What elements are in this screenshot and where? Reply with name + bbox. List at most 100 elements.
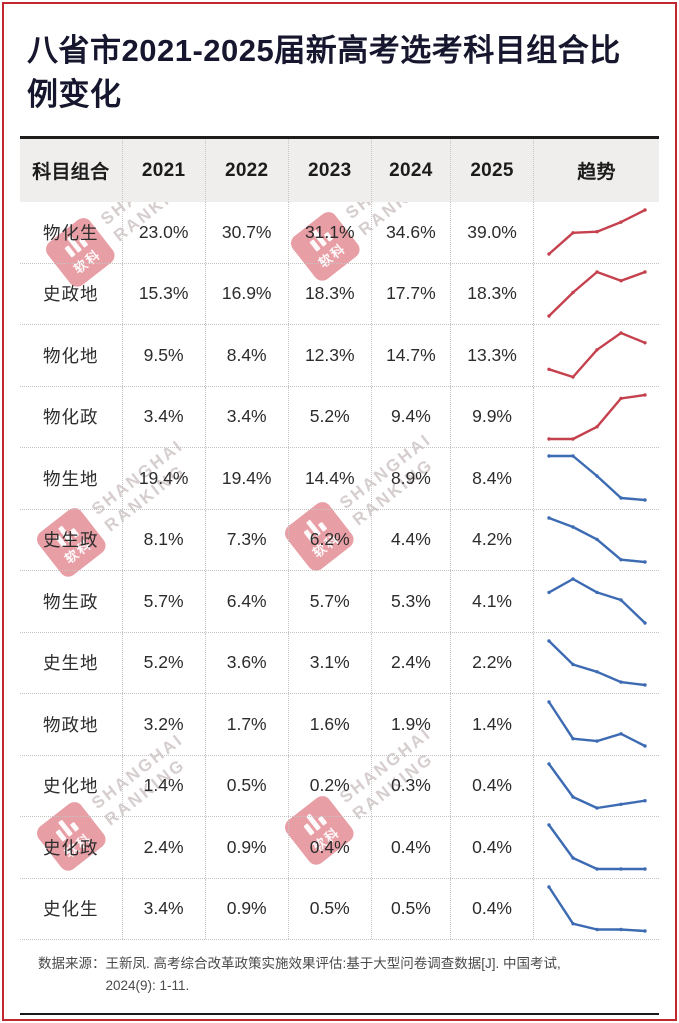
- percent-value: 3.4%: [121, 878, 205, 940]
- percent-value: 1.9%: [370, 694, 450, 755]
- data-source-footer: 数据来源： 王新凤. 高考综合改革政策实施效果评估:基于大型问卷调查数据[J].…: [20, 940, 659, 1015]
- percent-value: 30.7%: [204, 202, 288, 263]
- percent-value: 5.2%: [121, 632, 205, 694]
- percent-value: 1.6%: [287, 694, 371, 755]
- subject-combo-label: 史化生: [43, 899, 99, 920]
- table-row: 史化生 3.4% 0.9% 0.5% 0.5% 0.4%: [20, 878, 659, 941]
- percent-value: 0.2%: [287, 755, 371, 817]
- table-row: 史生地 5.2% 3.6% 3.1% 2.4% 2.2%: [20, 632, 659, 695]
- percent-value: 6.4%: [204, 571, 288, 632]
- subject-combo-label: 物化地: [43, 345, 99, 366]
- percent-value: 5.3%: [370, 571, 450, 632]
- percent-value: 31.1%: [287, 202, 371, 263]
- table-row: 物生政 5.7% 6.4% 5.7% 5.3% 4.1%: [20, 571, 659, 633]
- percent-value: 5.2%: [287, 386, 371, 448]
- percent-value: 23.0%: [121, 202, 205, 263]
- percent-value: 0.4%: [450, 878, 533, 940]
- data-source-citation: 王新凤. 高考综合改革政策实施效果评估:基于大型问卷调查数据[J]. 中国考试,…: [106, 953, 652, 998]
- percent-value: 0.4%: [287, 817, 371, 878]
- subject-combo-label: 物化生: [43, 222, 99, 243]
- percent-value: 8.4%: [450, 448, 533, 509]
- trend-sparkline: [533, 448, 659, 509]
- table-body: 物化生 23.0% 30.7% 31.1% 34.6% 39.0% 史政地 15.3% 16.9…: [20, 202, 659, 941]
- percent-value: 3.2%: [121, 694, 205, 755]
- percent-value: 9.5%: [121, 325, 205, 386]
- subject-combo-label: 史生地: [43, 653, 99, 674]
- data-source-label: 数据来源：: [38, 956, 106, 972]
- percent-value: 19.4%: [204, 448, 288, 509]
- percent-value: 18.3%: [287, 263, 371, 325]
- percent-value: 19.4%: [121, 448, 205, 509]
- column-header-2025: 2025: [450, 139, 533, 203]
- citation-line-1: 王新凤. 高考综合改革政策实施效果评估:基于大型问卷调查数据[J]. 中国考试,: [105, 956, 561, 972]
- percent-value: 0.9%: [204, 817, 288, 878]
- percent-value: 0.3%: [370, 755, 450, 817]
- subject-combo-label: 物生政: [43, 591, 99, 612]
- percent-value: 0.5%: [204, 755, 288, 817]
- trend-sparkline: [533, 632, 659, 694]
- percent-value: 6.2%: [287, 509, 371, 571]
- percent-value: 0.5%: [370, 878, 450, 940]
- percent-value: 12.3%: [287, 325, 371, 386]
- column-header-2023: 2023: [287, 139, 371, 203]
- percent-value: 3.4%: [204, 386, 288, 448]
- percent-value: 8.9%: [370, 448, 450, 509]
- table-row: 史生政 8.1% 7.3% 6.2% 4.4% 4.2%: [20, 509, 659, 572]
- percent-value: 15.3%: [121, 263, 205, 325]
- trend-sparkline: [533, 263, 659, 325]
- trend-sparkline: [533, 755, 659, 817]
- percent-value: 0.5%: [287, 878, 371, 940]
- column-header-2022: 2022: [204, 139, 288, 203]
- table-row: 物化地 9.5% 8.4% 12.3% 14.7% 13.3%: [20, 325, 659, 387]
- trend-sparkline: [533, 325, 659, 386]
- table-row: 史政地 15.3% 16.9% 18.3% 17.7% 18.3%: [20, 263, 659, 326]
- percent-value: 3.6%: [204, 632, 288, 694]
- table-row: 物化生 23.0% 30.7% 31.1% 34.6% 39.0%: [20, 202, 659, 264]
- percent-value: 2.4%: [121, 817, 205, 878]
- trend-sparkline: [533, 817, 659, 878]
- percent-value: 39.0%: [450, 202, 533, 263]
- percent-value: 4.4%: [370, 509, 450, 571]
- subject-combo-label: 史政地: [43, 284, 99, 305]
- trend-sparkline: [533, 694, 659, 755]
- percent-value: 16.9%: [204, 263, 288, 325]
- column-header-2024: 2024: [370, 139, 450, 203]
- column-header-trend: 趋势: [533, 139, 659, 203]
- percent-value: 3.1%: [287, 632, 371, 694]
- percent-value: 34.6%: [370, 202, 450, 263]
- subject-combination-table: 科目组合 2021 2022 2023 2024 2025 趋势 物化生 23.0…: [20, 136, 659, 941]
- trend-sparkline: [533, 878, 659, 940]
- percent-value: 2.4%: [370, 632, 450, 694]
- subject-combo-label: 物政地: [43, 714, 99, 735]
- percent-value: 18.3%: [450, 263, 533, 325]
- percent-value: 1.7%: [204, 694, 288, 755]
- percent-value: 17.7%: [370, 263, 450, 325]
- column-header-2021: 2021: [121, 139, 205, 203]
- page-title: 八省市2021-2025届新高考选考科目组合比例变化: [27, 33, 621, 113]
- percent-value: 5.7%: [121, 571, 205, 632]
- percent-value: 7.3%: [204, 509, 288, 571]
- percent-value: 5.7%: [287, 571, 371, 632]
- subject-combo-label: 史化地: [43, 776, 99, 797]
- trend-sparkline: [533, 509, 659, 571]
- citation-line-2: 2024(9): 1-11.: [105, 978, 190, 994]
- percent-value: 0.9%: [204, 878, 288, 940]
- trend-sparkline: [533, 202, 659, 263]
- subject-combo-label: 史化政: [43, 837, 99, 858]
- percent-value: 0.4%: [370, 817, 450, 878]
- percent-value: 8.4%: [204, 325, 288, 386]
- table-header-row: 科目组合 2021 2022 2023 2024 2025 趋势: [20, 136, 659, 203]
- column-header-subject-combo: 科目组合: [32, 162, 110, 184]
- subject-combo-label: 物化政: [43, 407, 99, 428]
- percent-value: 13.3%: [450, 325, 533, 386]
- table-row: 物政地 3.2% 1.7% 1.6% 1.9% 1.4%: [20, 694, 659, 756]
- percent-value: 8.1%: [121, 509, 205, 571]
- percent-value: 3.4%: [121, 386, 205, 448]
- percent-value: 0.4%: [450, 755, 533, 817]
- percent-value: 14.7%: [370, 325, 450, 386]
- table-row: 物生地 19.4% 19.4% 14.4% 8.9% 8.4%: [20, 448, 659, 510]
- table-row: 史化地 1.4% 0.5% 0.2% 0.3% 0.4%: [20, 755, 659, 818]
- table-row: 物化政 3.4% 3.4% 5.2% 9.4% 9.9%: [20, 386, 659, 449]
- subject-combo-label: 史生政: [43, 530, 99, 551]
